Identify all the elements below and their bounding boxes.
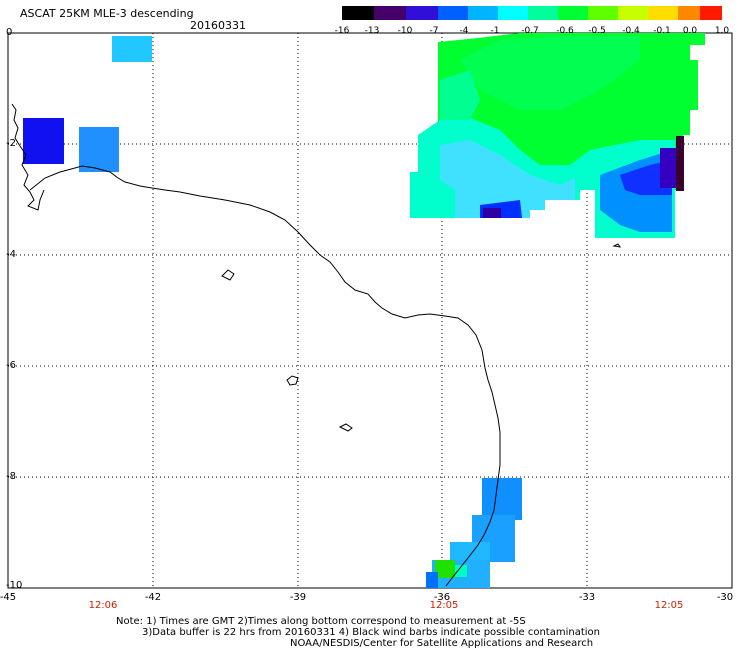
colorbar-label: -10 — [397, 26, 413, 36]
lat-label: -8 — [6, 471, 16, 482]
footer-note-1: Note: 1) Times are GMT 2)Times along bot… — [116, 616, 526, 627]
color-bar — [342, 6, 722, 20]
lat-label: -10 — [6, 580, 23, 591]
lon-label: -39 — [289, 592, 307, 603]
wind-swath-west — [23, 36, 152, 172]
lon-label: -42 — [144, 592, 162, 603]
colorbar-label: -0.5 — [588, 26, 606, 36]
lat-label: -6 — [6, 360, 16, 371]
map-frame — [7, 32, 733, 589]
colorbar-label: 1.0 — [714, 26, 730, 36]
chart-date: 20160331 — [190, 19, 246, 32]
wind-swath-northeast — [410, 33, 705, 238]
colorbar-label: -13 — [364, 26, 380, 36]
lon-label: -45 — [0, 592, 17, 603]
colorbar-label: -0.1 — [653, 26, 671, 36]
time-label: 12:06 — [88, 600, 118, 611]
colorbar-label: -0.7 — [521, 26, 539, 36]
island-4 — [612, 243, 622, 248]
lat-label: -2 — [6, 138, 16, 149]
time-label: 12:05 — [654, 600, 684, 611]
colorbar-label: -7 — [429, 26, 439, 36]
time-label: 12:05 — [429, 600, 459, 611]
footer-note-2: 3)Data buffer is 22 hrs from 20160331 4)… — [142, 627, 600, 638]
lat-label: 0 — [6, 27, 13, 38]
colorbar-label: -1 — [490, 26, 500, 36]
coastline — [29, 165, 501, 587]
colorbar-label: -0.6 — [556, 26, 574, 36]
island-2 — [286, 375, 299, 386]
wind-swath-south — [426, 478, 522, 588]
lon-label: -30 — [716, 592, 734, 603]
lon-label: -36 — [433, 592, 451, 603]
lat-label: -4 — [6, 249, 16, 260]
footer-credit: NOAA/NESDIS/Center for Satellite Applica… — [290, 638, 594, 649]
colorbar-label: -4 — [459, 26, 469, 36]
island-3 — [338, 423, 353, 432]
colorbar-label: 0.0 — [682, 26, 698, 36]
island-1 — [221, 269, 235, 281]
coastline-northwest — [11, 103, 45, 211]
colorbar-label: -16 — [334, 26, 350, 36]
chart-title: ASCAT 25KM MLE-3 descending — [20, 7, 194, 20]
colorbar-label: -0.4 — [622, 26, 640, 36]
lon-label: -33 — [578, 592, 596, 603]
